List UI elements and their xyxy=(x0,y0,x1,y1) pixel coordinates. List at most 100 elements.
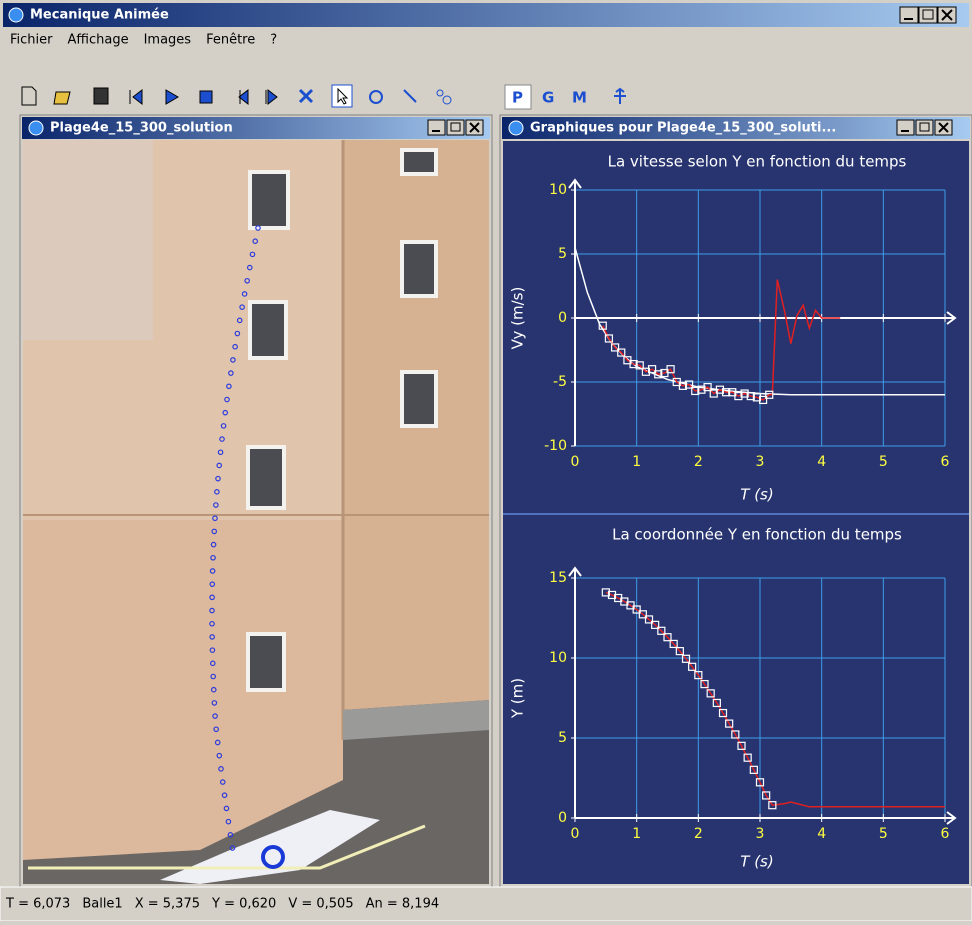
data-point xyxy=(697,385,706,394)
trajectory-dot xyxy=(232,343,238,350)
window-pane xyxy=(250,449,282,506)
trajectory-dot xyxy=(227,832,234,838)
data-point xyxy=(718,708,728,718)
data-point xyxy=(604,334,614,343)
window-buttons[interactable] xyxy=(899,6,957,24)
data-point xyxy=(641,367,651,376)
x-tick-label: 0 xyxy=(571,454,580,470)
data-point xyxy=(675,647,684,656)
window-icon xyxy=(508,120,524,136)
x-tick-label: 3 xyxy=(756,454,765,470)
data-point xyxy=(629,359,638,369)
menu-item[interactable]: Fichier xyxy=(10,33,53,48)
trajectory-dot xyxy=(212,515,218,522)
y-axis xyxy=(568,566,582,818)
window-pane xyxy=(252,174,286,226)
data-point xyxy=(700,679,709,689)
trajectory-dot xyxy=(209,568,216,574)
mode-button[interactable]: G xyxy=(542,89,554,107)
trajectory-dot xyxy=(236,317,243,324)
trajectory-dot xyxy=(217,449,224,456)
x-tick-label: 1 xyxy=(632,454,641,470)
trajectory-dot xyxy=(211,700,218,706)
child-buttons[interactable] xyxy=(427,119,484,136)
data-point xyxy=(644,615,654,624)
video-frame xyxy=(23,140,489,884)
toolbar[interactable] xyxy=(21,84,626,110)
data-point xyxy=(666,365,675,374)
data-point xyxy=(610,343,620,352)
x-tick-label: 2 xyxy=(694,454,703,470)
trajectory-dot xyxy=(226,383,232,390)
graph-area xyxy=(503,141,969,884)
window-pane xyxy=(252,304,284,356)
data-point xyxy=(765,390,774,399)
graph-title-bar xyxy=(502,117,970,139)
mode-button[interactable]: M xyxy=(572,89,587,107)
x-tick-label: 6 xyxy=(941,454,950,470)
window-pane xyxy=(404,374,434,424)
trajectory-dot xyxy=(210,686,217,693)
data-point xyxy=(694,671,703,680)
child-buttons[interactable] xyxy=(896,119,953,136)
data-point xyxy=(758,395,768,405)
chart-title: La coordonnée Y en fonction du temps xyxy=(612,526,902,544)
x-tick-label: 3 xyxy=(756,826,765,842)
menu-item[interactable]: Affichage xyxy=(68,33,129,48)
window-icon xyxy=(28,120,44,136)
trajectory-dot xyxy=(210,554,216,561)
trajectory-dot xyxy=(244,277,250,284)
x-tick-label: 5 xyxy=(879,454,888,470)
window-pane xyxy=(404,152,434,172)
trajectory-dot xyxy=(209,607,215,614)
trajectory-dot xyxy=(216,752,223,759)
status-items: T = 6,073 Balle1 X = 5,375 Y = 0,620 V = 0,5… xyxy=(5,897,439,912)
data-point xyxy=(737,741,746,750)
trajectory-dot xyxy=(213,726,219,733)
window-pane xyxy=(250,636,282,688)
status-text: X = 5,375 xyxy=(135,897,200,912)
data-point xyxy=(731,730,740,739)
data-point xyxy=(654,370,663,379)
data-point xyxy=(740,389,749,398)
trajectory-dot xyxy=(224,396,230,403)
app-icon xyxy=(8,7,24,23)
data-point xyxy=(657,626,666,635)
y-axis xyxy=(568,178,582,446)
data-point xyxy=(663,633,672,642)
menu-item[interactable]: Images xyxy=(144,33,192,48)
trajectory-dot xyxy=(209,634,215,640)
data-point xyxy=(749,765,758,774)
trajectory-dot xyxy=(210,673,217,680)
data-point xyxy=(715,385,725,394)
status-text: V = 0,505 xyxy=(288,897,353,912)
trajectory-dot xyxy=(214,489,220,495)
x-tick-label: 1 xyxy=(632,826,641,842)
data-point xyxy=(669,639,678,649)
title-bar xyxy=(3,3,969,27)
x-axis xyxy=(575,311,957,325)
menu-item[interactable]: ? xyxy=(270,33,277,48)
y-tick-label: 0 xyxy=(558,310,567,326)
trajectory-dot xyxy=(241,291,248,297)
trajectory-dot xyxy=(225,818,232,825)
y-tick-label: 5 xyxy=(558,730,567,746)
trajectory-dot xyxy=(239,304,245,310)
trajectory-dot xyxy=(234,330,241,337)
trajectory-dot xyxy=(230,357,236,363)
mode-button[interactable]: P xyxy=(512,89,523,107)
trajectory-dot xyxy=(221,792,228,799)
x-tick-label: 6 xyxy=(941,826,950,842)
status-text: An = 8,194 xyxy=(366,897,440,912)
status-text: Y = 0,620 xyxy=(211,897,276,912)
x-axis-label: T (s) xyxy=(740,853,773,871)
window-pane xyxy=(404,244,434,294)
app-title: Mecanique Animée xyxy=(30,8,169,23)
x-tick-label: 5 xyxy=(879,826,888,842)
trajectory-dot xyxy=(210,541,217,548)
menu-item[interactable]: Fenêtre xyxy=(206,33,255,48)
trajectory-dot xyxy=(220,423,227,429)
trajectory-dot xyxy=(209,581,216,587)
data-point xyxy=(721,388,731,397)
